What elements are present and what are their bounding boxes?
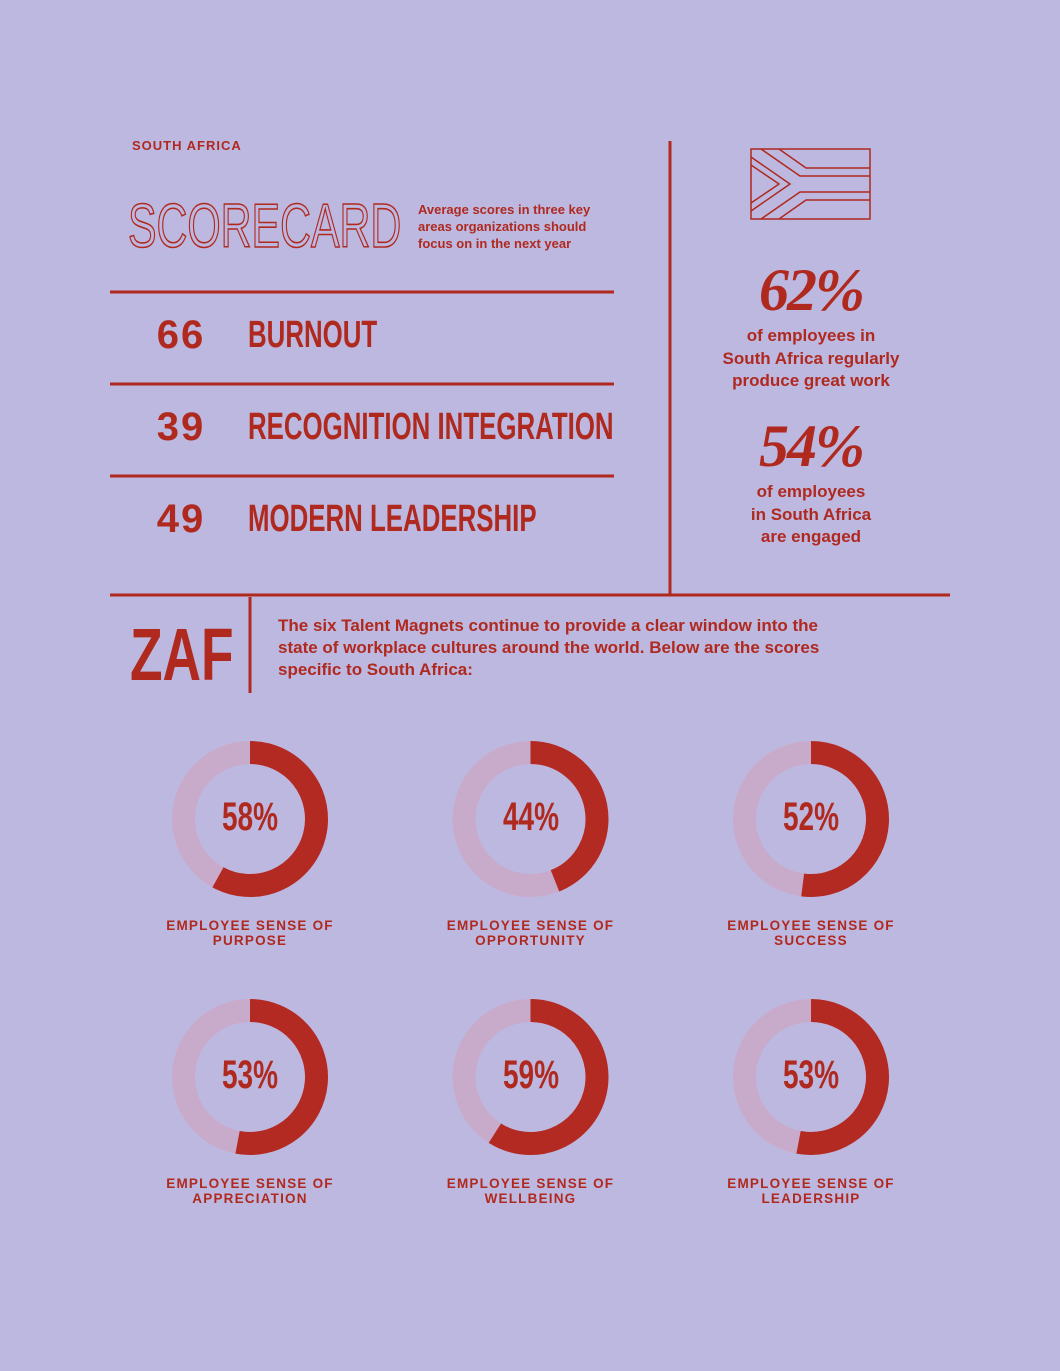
donut-value: 53%: [221, 1053, 279, 1097]
donut-label: EMPLOYEE SENSE OF APPRECIATION: [166, 1176, 334, 1206]
score-value: 49: [156, 497, 206, 541]
stat-value: 54%: [759, 413, 865, 479]
flag: [750, 148, 871, 220]
country: SOUTH AFRICA: [132, 138, 242, 153]
donut-label: EMPLOYEE SENSE OF LEADERSHIP: [727, 1176, 895, 1206]
donut-label: EMPLOYEE SENSE OF OPPORTUNITY: [446, 918, 615, 948]
score-label: BURNOUT: [248, 314, 378, 356]
score-value: 66: [156, 313, 206, 357]
donut-label: EMPLOYEE SENSE OF WELLBEING: [446, 1176, 615, 1206]
intro-text: The six Talent Magnets continue to provi…: [278, 616, 820, 679]
score-label: RECOGNITION INTEGRATION: [248, 406, 614, 448]
donut-value: 59%: [502, 1053, 559, 1097]
donut-arc: [801, 741, 889, 897]
donut-label: EMPLOYEE SENSE OF SUCCESS: [727, 918, 895, 948]
donut-arc: [212, 741, 328, 897]
donut-value: 53%: [782, 1053, 840, 1097]
donut-value: 52%: [782, 795, 840, 839]
stat-text: produce great work: [732, 371, 890, 390]
subtitle: Average scores in three key areas organi…: [418, 202, 591, 251]
stat-text: are engaged: [760, 527, 862, 546]
country-code: ZAF: [130, 613, 234, 696]
title: SCORECARD: [128, 192, 401, 261]
score-value: 39: [156, 405, 206, 449]
stat-text: of employees: [756, 482, 866, 501]
donut-value: 44%: [502, 795, 559, 839]
donut-arc: [796, 999, 889, 1155]
stat-text: of employees in: [746, 326, 876, 345]
stat-text: South Africa regularly: [722, 348, 900, 368]
donut-arc: [235, 999, 328, 1155]
donut-arc: [488, 999, 609, 1155]
stat-text: in South Africa: [750, 504, 872, 524]
donut-label: EMPLOYEE SENSE OF PURPOSE: [166, 918, 334, 948]
donut-value: 58%: [221, 795, 279, 839]
stat-value: 62%: [759, 257, 865, 323]
score-label: MODERN LEADERSHIP: [248, 498, 537, 540]
donut-arc: [530, 741, 609, 892]
